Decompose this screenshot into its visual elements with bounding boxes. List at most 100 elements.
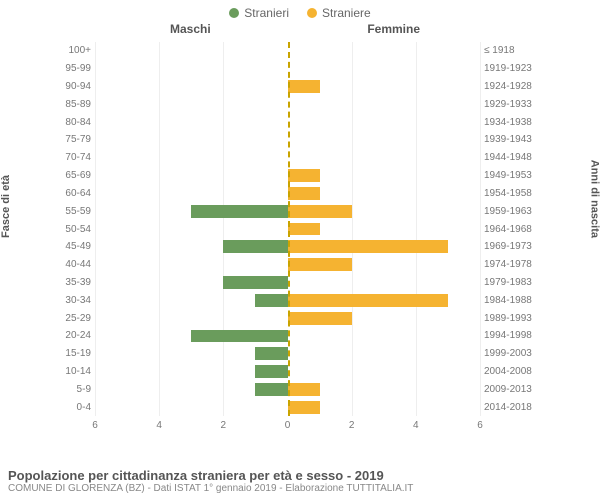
male-half xyxy=(95,131,288,149)
bar-wrap xyxy=(95,78,480,96)
bar-wrap xyxy=(95,380,480,398)
chart-legend: Stranieri Straniere xyxy=(0,0,600,20)
male-bar xyxy=(255,347,287,360)
female-half xyxy=(288,167,481,185)
age-label: 40-44 xyxy=(55,259,95,270)
year-label: 1919-1923 xyxy=(480,63,540,74)
x-tick-label: 6 xyxy=(92,420,98,431)
year-label: 1944-1948 xyxy=(480,152,540,163)
bar-wrap xyxy=(95,363,480,381)
male-half xyxy=(95,95,288,113)
male-half xyxy=(95,113,288,131)
x-tick-label: 6 xyxy=(477,420,483,431)
female-bar xyxy=(288,258,352,271)
age-label: 55-59 xyxy=(55,206,95,217)
bar-wrap xyxy=(95,256,480,274)
age-label: 70-74 xyxy=(55,152,95,163)
year-label: 1939-1943 xyxy=(480,134,540,145)
year-label: 1924-1928 xyxy=(480,81,540,92)
pyramid-row: 45-491969-1973 xyxy=(55,238,540,256)
y-axis-left-label: Fasce di età xyxy=(0,175,12,238)
female-half xyxy=(288,327,481,345)
y-axis-right-label: Anni di nascita xyxy=(588,160,600,238)
legend-dot-male xyxy=(229,8,239,18)
pyramid-row: 95-99 1919-1923 xyxy=(55,60,540,78)
bar-wrap xyxy=(95,291,480,309)
bar-wrap xyxy=(95,309,480,327)
year-label: 1929-1933 xyxy=(480,99,540,110)
year-label: 2004-2008 xyxy=(480,366,540,377)
pyramid-row: 65-691949-1953 xyxy=(55,167,540,185)
age-label: 10-14 xyxy=(55,366,95,377)
age-label: 20-24 xyxy=(55,330,95,341)
female-bar xyxy=(288,205,352,218)
bar-wrap xyxy=(95,131,480,149)
male-half xyxy=(95,202,288,220)
pyramid-row: 100+≤ 1918 xyxy=(55,42,540,60)
male-half xyxy=(95,78,288,96)
year-label: 2009-2013 xyxy=(480,384,540,395)
male-half xyxy=(95,274,288,292)
female-half xyxy=(288,202,481,220)
chart-footer: Popolazione per cittadinanza straniera p… xyxy=(8,468,592,494)
age-label: 85-89 xyxy=(55,99,95,110)
legend-dot-female xyxy=(307,8,317,18)
female-half xyxy=(288,274,481,292)
year-label: 1964-1968 xyxy=(480,224,540,235)
panel-title-maschi: Maschi xyxy=(170,22,211,36)
year-label: 1999-2003 xyxy=(480,348,540,359)
female-bar xyxy=(288,80,320,93)
male-half xyxy=(95,149,288,167)
footer-subtitle: COMUNE DI GLORENZA (BZ) - Dati ISTAT 1° … xyxy=(8,483,592,494)
female-bar xyxy=(288,294,448,307)
female-bar xyxy=(288,383,320,396)
year-label: 1989-1993 xyxy=(480,313,540,324)
x-tick-label: 0 xyxy=(285,420,291,431)
female-half xyxy=(288,363,481,381)
bar-wrap xyxy=(95,327,480,345)
age-label: 30-34 xyxy=(55,295,95,306)
female-half xyxy=(288,60,481,78)
year-label: 1974-1978 xyxy=(480,259,540,270)
pyramid-row: 30-341984-1988 xyxy=(55,291,540,309)
bar-wrap xyxy=(95,42,480,60)
age-label: 35-39 xyxy=(55,277,95,288)
female-half xyxy=(288,113,481,131)
year-label: 1994-1998 xyxy=(480,330,540,341)
female-half xyxy=(288,78,481,96)
legend-item-male: Stranieri xyxy=(229,6,289,20)
male-bar xyxy=(255,365,287,378)
male-half xyxy=(95,345,288,363)
female-half xyxy=(288,291,481,309)
x-axis-ticks: 6420246 xyxy=(95,420,480,436)
pyramid-row: 15-19 1999-2003 xyxy=(55,345,540,363)
female-bar xyxy=(288,169,320,182)
year-label: 2014-2018 xyxy=(480,402,540,413)
bar-wrap xyxy=(95,149,480,167)
bar-wrap xyxy=(95,113,480,131)
pyramid-row: 75-791939-1943 xyxy=(55,131,540,149)
age-label: 15-19 xyxy=(55,348,95,359)
male-half xyxy=(95,60,288,78)
male-half xyxy=(95,380,288,398)
bar-wrap xyxy=(95,274,480,292)
age-label: 95-99 xyxy=(55,63,95,74)
female-half xyxy=(288,398,481,416)
male-bar xyxy=(223,240,287,253)
male-half xyxy=(95,363,288,381)
male-half xyxy=(95,220,288,238)
male-half xyxy=(95,327,288,345)
pyramid-row: 70-74 1944-1948 xyxy=(55,149,540,167)
x-tick-label: 2 xyxy=(221,420,227,431)
pyramid-row: 10-14 2004-2008 xyxy=(55,363,540,381)
legend-item-female: Straniere xyxy=(307,6,371,20)
female-half xyxy=(288,345,481,363)
pyramid-row: 25-291989-1993 xyxy=(55,309,540,327)
female-half xyxy=(288,42,481,60)
pyramid-row: 0-42014-2018 xyxy=(55,398,540,416)
female-half xyxy=(288,256,481,274)
female-bar xyxy=(288,240,448,253)
pyramid-row: 40-44 1974-1978 xyxy=(55,256,540,274)
bar-wrap xyxy=(95,398,480,416)
female-half xyxy=(288,149,481,167)
